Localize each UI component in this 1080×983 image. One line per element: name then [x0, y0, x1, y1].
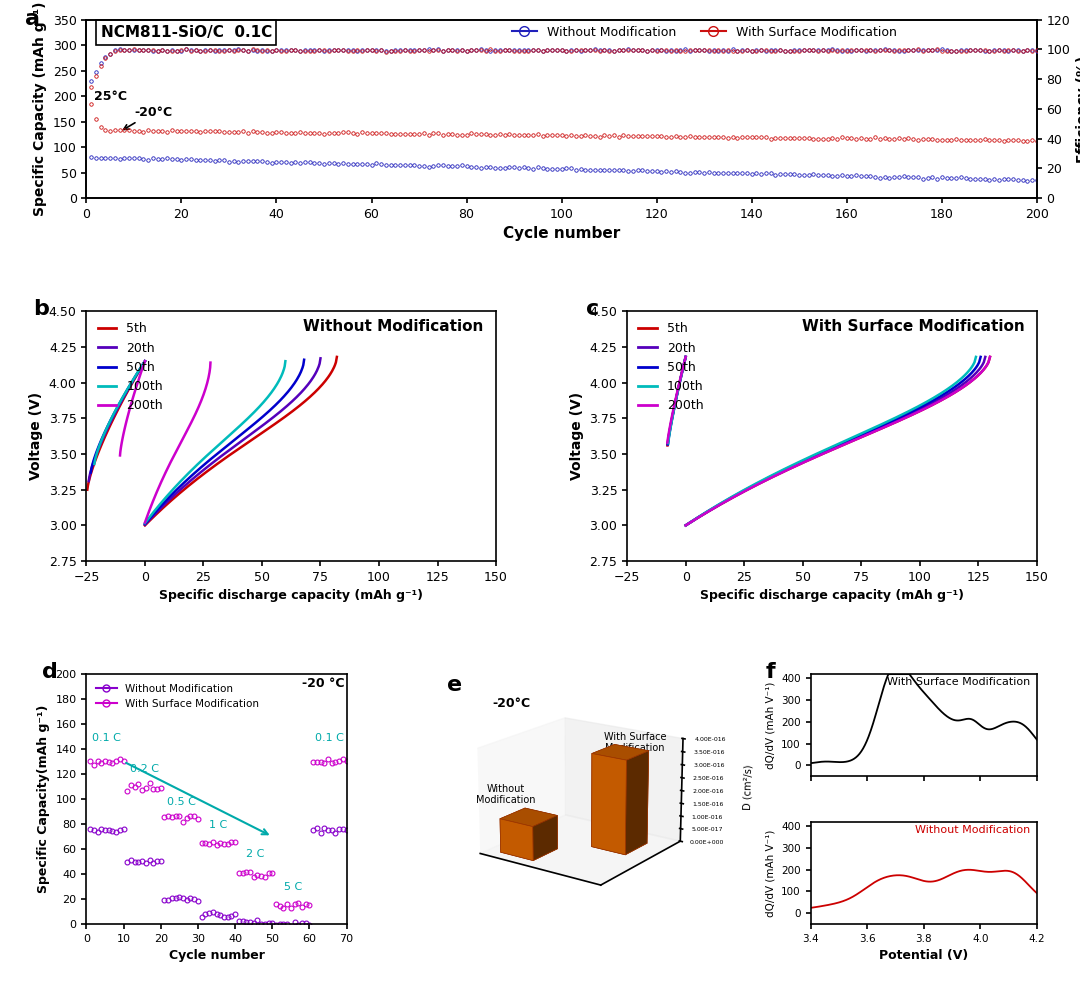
Text: f: f: [766, 662, 774, 682]
Y-axis label: Specific Capacity(mAh g⁻¹): Specific Capacity(mAh g⁻¹): [37, 705, 50, 894]
X-axis label: Specific discharge capacity (mAh g⁻¹): Specific discharge capacity (mAh g⁻¹): [159, 590, 423, 603]
Text: e: e: [447, 674, 462, 695]
Text: With Surface
Modification: With Surface Modification: [604, 731, 666, 753]
Text: -20 °C: -20 °C: [301, 676, 345, 690]
Text: 0.5 C: 0.5 C: [166, 796, 195, 807]
Text: d: d: [42, 662, 58, 681]
Legend: Without Modification, With Surface Modification: Without Modification, With Surface Modif…: [92, 679, 264, 713]
Text: -20°C: -20°C: [492, 697, 530, 711]
Legend: Without Modification, With Surface Modification: Without Modification, With Surface Modif…: [507, 21, 902, 43]
Text: 5 C: 5 C: [284, 882, 301, 892]
X-axis label: Potential (V): Potential (V): [879, 950, 969, 962]
Legend: 5th, 20th, 50th, 100th, 200th: 5th, 20th, 50th, 100th, 200th: [93, 318, 168, 418]
Text: a: a: [25, 9, 40, 29]
Text: -20°C: -20°C: [123, 105, 172, 130]
Text: Without Modification: Without Modification: [303, 318, 484, 333]
Text: Without
Modification: Without Modification: [476, 783, 536, 805]
Text: With Surface Modification: With Surface Modification: [801, 318, 1025, 333]
X-axis label: Specific discharge capacity (mAh g⁻¹): Specific discharge capacity (mAh g⁻¹): [700, 590, 964, 603]
Text: b: b: [33, 299, 49, 318]
Y-axis label: Voltage (V): Voltage (V): [29, 392, 43, 481]
Y-axis label: Efficiency (%): Efficiency (%): [1076, 55, 1080, 162]
Y-axis label: dQ/dV (mAh V⁻¹): dQ/dV (mAh V⁻¹): [766, 681, 775, 769]
Text: 25°C: 25°C: [94, 90, 126, 103]
Text: 0.1 C: 0.1 C: [93, 733, 121, 743]
Y-axis label: Specific Capacity (mAh g⁻¹): Specific Capacity (mAh g⁻¹): [33, 2, 48, 216]
Text: 0.1 C: 0.1 C: [315, 733, 345, 743]
Text: With Surface Modification: With Surface Modification: [887, 677, 1030, 687]
Text: 0.2 C: 0.2 C: [130, 764, 159, 774]
Y-axis label: dQ/dV (mAh V⁻¹): dQ/dV (mAh V⁻¹): [766, 830, 775, 917]
Y-axis label: Voltage (V): Voltage (V): [570, 392, 584, 481]
Text: NCM811-SiO/C  0.1C: NCM811-SiO/C 0.1C: [100, 25, 272, 40]
Legend: 5th, 20th, 50th, 100th, 200th: 5th, 20th, 50th, 100th, 200th: [633, 318, 708, 418]
X-axis label: Cycle number: Cycle number: [168, 950, 265, 962]
Text: c: c: [586, 299, 599, 318]
Text: 1 C: 1 C: [210, 820, 228, 831]
Text: 2 C: 2 C: [246, 849, 265, 859]
Text: Without Modification: Without Modification: [915, 825, 1030, 836]
X-axis label: Cycle number: Cycle number: [503, 226, 620, 242]
